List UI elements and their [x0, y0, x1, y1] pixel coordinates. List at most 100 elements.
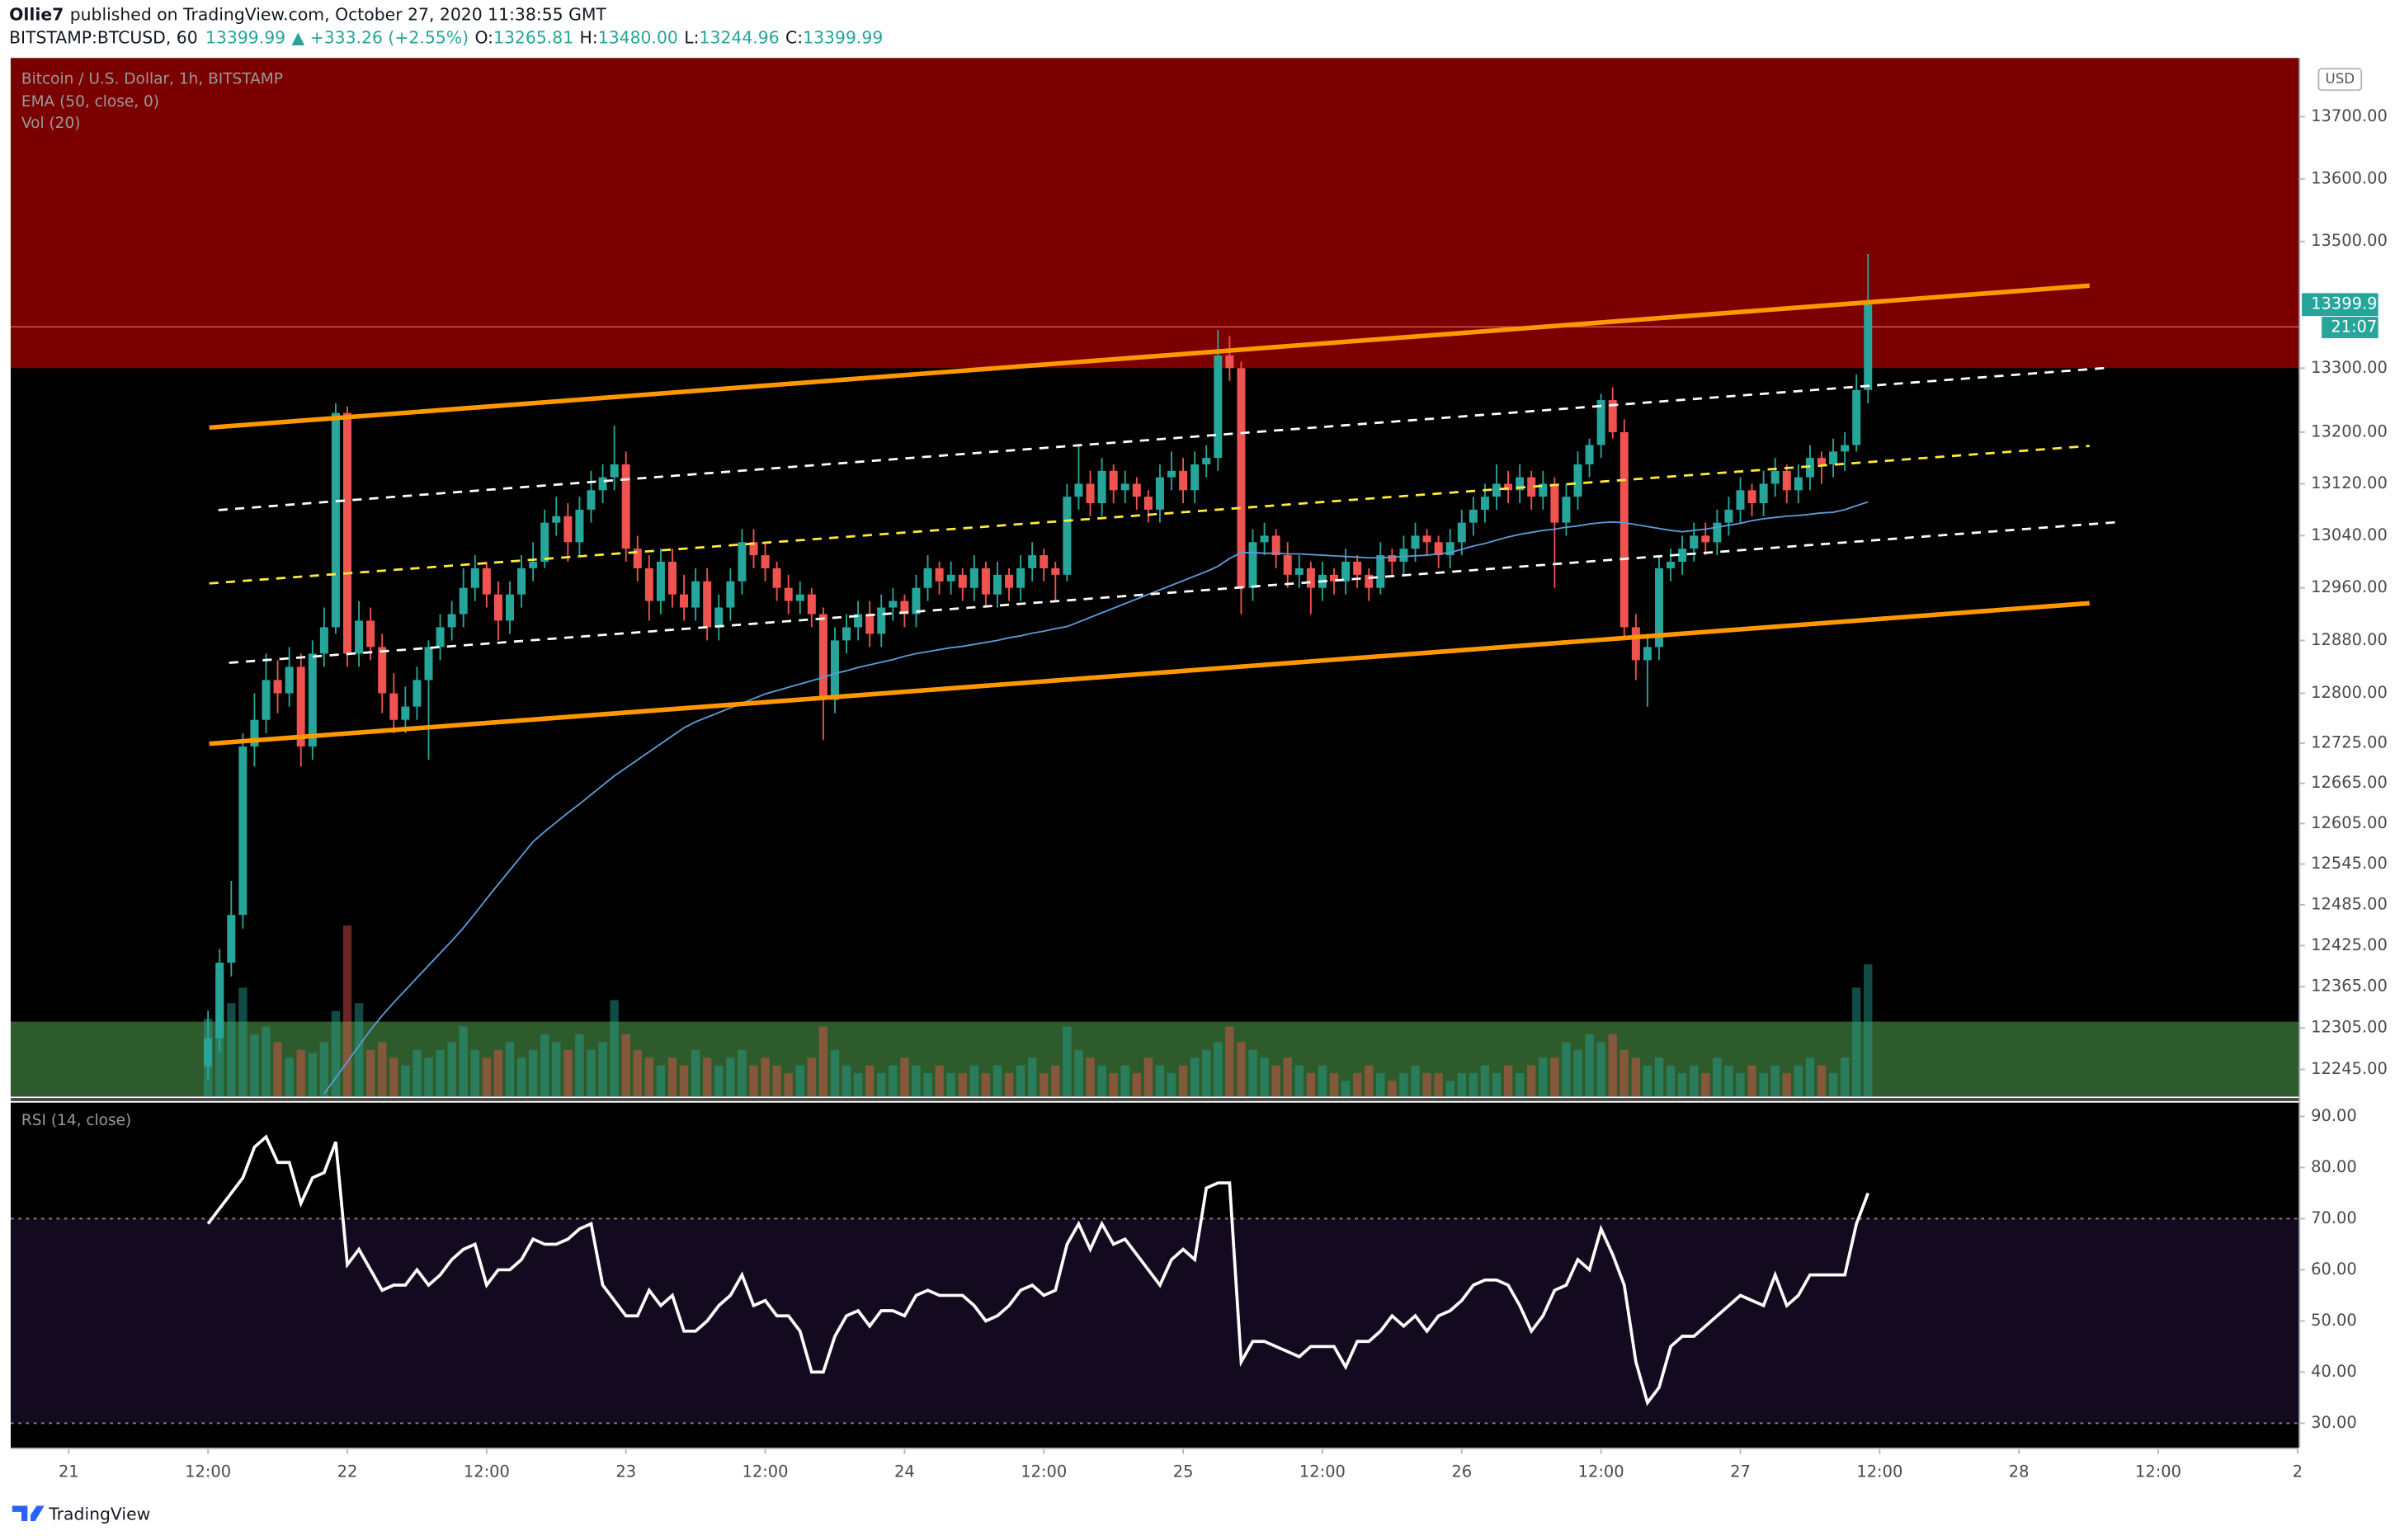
volume-bar	[900, 1057, 909, 1097]
volume-bar	[1063, 1026, 1072, 1097]
volume-bar	[1143, 1057, 1153, 1097]
ema-line	[323, 501, 1869, 1095]
candle-body	[1202, 458, 1211, 464]
volume-bar	[644, 1057, 654, 1097]
volume-bar	[563, 1049, 573, 1097]
volume-bar	[575, 1034, 584, 1097]
volume-bar	[1503, 1065, 1513, 1097]
candle-body	[1492, 483, 1502, 497]
volume-bar	[1690, 1065, 1699, 1097]
candle-body	[726, 581, 735, 608]
volume-bar	[273, 1042, 282, 1097]
candle-body	[1283, 555, 1292, 575]
y-tick-label: 12880.00	[2311, 630, 2388, 649]
candle-body	[656, 562, 665, 601]
candle-body	[818, 614, 827, 700]
volume-bar	[992, 1065, 1002, 1097]
volume-bar	[726, 1057, 735, 1097]
candle-body	[714, 607, 724, 628]
volume-bar	[424, 1057, 433, 1097]
candle-body	[1504, 483, 1513, 491]
candle-body	[610, 464, 619, 478]
candle-body	[1805, 458, 1814, 478]
volume-bar	[1040, 1073, 1049, 1097]
volume-bar	[1225, 1026, 1234, 1097]
high-value: 13480.00	[598, 27, 678, 47]
rsi-band	[10, 1218, 2299, 1424]
y-tick-label: 12365.00	[2311, 977, 2388, 996]
volume-bar	[1805, 1057, 1815, 1097]
candle-body	[830, 640, 839, 700]
candle-body	[1759, 483, 1768, 504]
candle-body	[1457, 522, 1466, 543]
volume-bar	[331, 1010, 341, 1097]
candle-body	[1132, 483, 1141, 497]
candle-body	[1040, 555, 1049, 568]
candle-body	[529, 562, 538, 568]
volume-bar	[470, 1049, 479, 1097]
x-tick-label: 12:00	[1856, 1462, 1902, 1481]
volume-bar	[1480, 1065, 1490, 1097]
candle-body	[1864, 304, 1873, 390]
candle-body	[969, 567, 978, 588]
channel-bottom	[209, 600, 2090, 746]
volume-bar	[1619, 1049, 1629, 1097]
volume-bar	[1237, 1042, 1246, 1097]
volume-bar	[1051, 1065, 1060, 1097]
volume-bar	[830, 1049, 840, 1097]
candle-body	[389, 693, 398, 720]
volume-bar	[1747, 1065, 1756, 1097]
candle-body	[563, 516, 573, 543]
candle-body	[1237, 368, 1246, 588]
candle-body	[1550, 483, 1559, 523]
volume-bar	[958, 1073, 967, 1097]
candle-body	[1585, 445, 1594, 464]
volume-bar	[1828, 1073, 1838, 1097]
volume-bar	[1388, 1081, 1397, 1097]
volume-bar	[1643, 1065, 1652, 1097]
volume-bar	[1666, 1065, 1676, 1097]
candle-body	[761, 555, 770, 568]
candle-body	[250, 719, 259, 746]
open-label: O:	[474, 27, 493, 47]
volume-bar	[447, 1042, 456, 1097]
candle-body	[1214, 355, 1223, 459]
x-tick-label: 21	[59, 1462, 79, 1481]
candle-body	[1596, 400, 1605, 445]
volume-bar	[703, 1057, 712, 1097]
candle-body	[1179, 470, 1188, 491]
brand: TradingView	[48, 1505, 150, 1524]
candle-body	[1445, 542, 1454, 556]
candle-body	[667, 562, 677, 595]
x-tick-label: 23	[615, 1462, 636, 1481]
volume-bar	[1202, 1049, 1211, 1097]
candle-body	[1817, 458, 1826, 464]
candle-body	[621, 464, 630, 549]
candle-body	[923, 567, 932, 588]
rsi-line	[206, 1134, 1869, 1406]
volume-bar	[1271, 1065, 1280, 1097]
candle-body	[308, 653, 317, 746]
candle-body	[1341, 562, 1351, 582]
candle-body	[854, 614, 863, 628]
candle-body	[319, 627, 328, 654]
candle-body	[1690, 535, 1699, 549]
volume-bar	[1817, 1065, 1827, 1097]
x-tick-label: 27	[1730, 1462, 1751, 1481]
candle-body	[1608, 400, 1617, 432]
candle-body	[1109, 470, 1118, 491]
candle-body	[1527, 477, 1536, 497]
candle-body	[1051, 567, 1060, 575]
candle-body	[1330, 574, 1339, 582]
candle-body	[1120, 483, 1129, 491]
candle-body	[1434, 542, 1443, 556]
x-tick-label: 22	[337, 1462, 358, 1481]
volume-bar	[365, 1049, 375, 1097]
volume-bar	[679, 1065, 689, 1097]
volume-bar	[1422, 1073, 1431, 1097]
main-title: Bitcoin / U.S. Dollar, 1h, BITSTAMP	[21, 70, 283, 87]
volume-bar	[842, 1065, 851, 1097]
volume-bar	[1469, 1073, 1478, 1097]
volume-bar	[1457, 1073, 1466, 1097]
